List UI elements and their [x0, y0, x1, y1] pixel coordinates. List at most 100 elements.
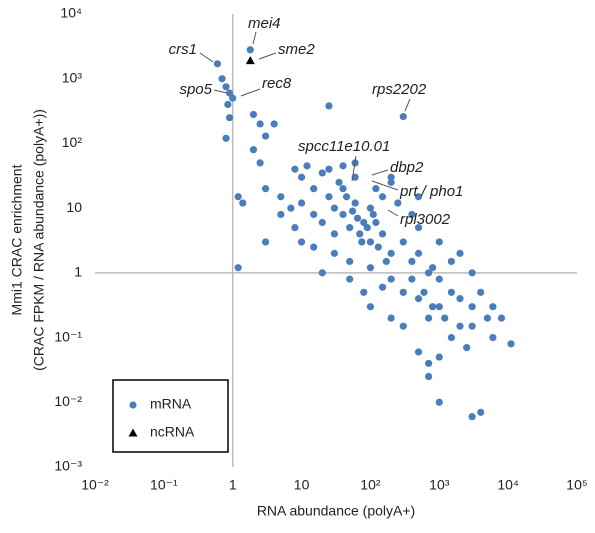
y-tick-label: 10⁻³: [54, 458, 82, 474]
point: [224, 100, 232, 109]
y-axis-title: Mmi1 CRAC enrichment: [9, 164, 25, 315]
annotation: rec8: [262, 75, 292, 92]
point: [366, 204, 375, 212]
annotation: spo5: [179, 81, 212, 98]
point: [366, 264, 375, 272]
point: [277, 193, 285, 201]
point: [261, 132, 270, 140]
point: [330, 204, 339, 212]
point: [425, 269, 433, 277]
point: [394, 199, 402, 207]
point: [358, 238, 366, 246]
point: [222, 134, 230, 142]
y-tick-label: 10²: [62, 134, 83, 150]
point: [408, 210, 416, 219]
leader-line: [387, 209, 399, 217]
leader-line: [351, 155, 357, 182]
point: [425, 372, 433, 381]
point: [346, 275, 354, 283]
point: [425, 359, 433, 367]
point: [366, 303, 375, 311]
point: [291, 165, 299, 173]
point: [261, 185, 270, 193]
point: [310, 243, 318, 251]
annotation: spcc11e10.01: [298, 138, 390, 155]
point: [297, 238, 306, 246]
point: [441, 314, 449, 322]
leader-line: [371, 180, 399, 191]
point: [387, 249, 395, 257]
point: [287, 204, 295, 212]
point: [429, 264, 437, 272]
point: [318, 169, 326, 177]
x-tick-label: 10³: [429, 477, 450, 493]
point: [414, 348, 423, 356]
annotation: sme2: [278, 41, 315, 58]
leader-line: [213, 89, 228, 94]
point: [489, 303, 497, 311]
point: [339, 210, 347, 219]
point: [382, 257, 390, 266]
annotation: rpl3002: [400, 211, 451, 228]
x-tick-label: 10²: [360, 477, 381, 493]
point: [399, 238, 407, 246]
point: [353, 214, 362, 222]
legend-marker: [129, 401, 137, 409]
leader-line: [404, 98, 411, 112]
point: [447, 288, 456, 296]
point: [218, 75, 226, 83]
y-tick-label: 10³: [62, 69, 83, 85]
point: [425, 314, 433, 322]
point: [310, 210, 318, 219]
point: [468, 269, 476, 277]
point: [477, 408, 485, 416]
point: [414, 295, 423, 303]
point: [435, 238, 443, 246]
point: [447, 333, 456, 342]
point: [318, 269, 326, 277]
annotation: dbp2: [390, 159, 424, 176]
point: [342, 193, 351, 201]
point: [348, 207, 357, 215]
point: [372, 185, 380, 193]
point: [249, 110, 258, 119]
point: [270, 120, 278, 128]
point: [291, 224, 299, 232]
x-tick-label: 10⁵: [566, 477, 587, 493]
legend-label: mRNA: [150, 396, 192, 412]
point: [387, 314, 395, 322]
point: [435, 353, 443, 361]
annotation: rps2202: [372, 81, 427, 98]
point: [234, 193, 242, 201]
x-tick-label: 10⁻²: [81, 477, 109, 493]
point: [318, 218, 326, 227]
point: [360, 218, 368, 227]
x-tick-label: 10⁴: [497, 477, 519, 493]
point: [435, 303, 443, 311]
point: [414, 224, 423, 232]
point: [429, 303, 437, 311]
point: [408, 275, 416, 283]
y-tick-label: 10⁻¹: [54, 328, 82, 344]
point: [363, 224, 371, 232]
leader-line: [240, 88, 261, 97]
leader-line: [252, 31, 257, 45]
x-tick-label: 10⁻¹: [150, 477, 178, 493]
point: [335, 178, 343, 186]
point: [456, 322, 464, 330]
y-tick-label: 10: [66, 199, 82, 215]
point: [245, 56, 255, 65]
y-axis-title: (CRAC FPKM / RNA abundance (polyA+)): [31, 109, 47, 371]
point: [325, 165, 333, 173]
point: [249, 146, 258, 154]
point: [346, 257, 354, 266]
point: [372, 218, 380, 227]
annotation: crs1: [169, 41, 197, 58]
point: [477, 288, 485, 296]
point: [497, 314, 506, 322]
leader-line: [371, 169, 389, 176]
point: [420, 288, 428, 296]
point: [414, 193, 423, 201]
point: [246, 46, 254, 54]
